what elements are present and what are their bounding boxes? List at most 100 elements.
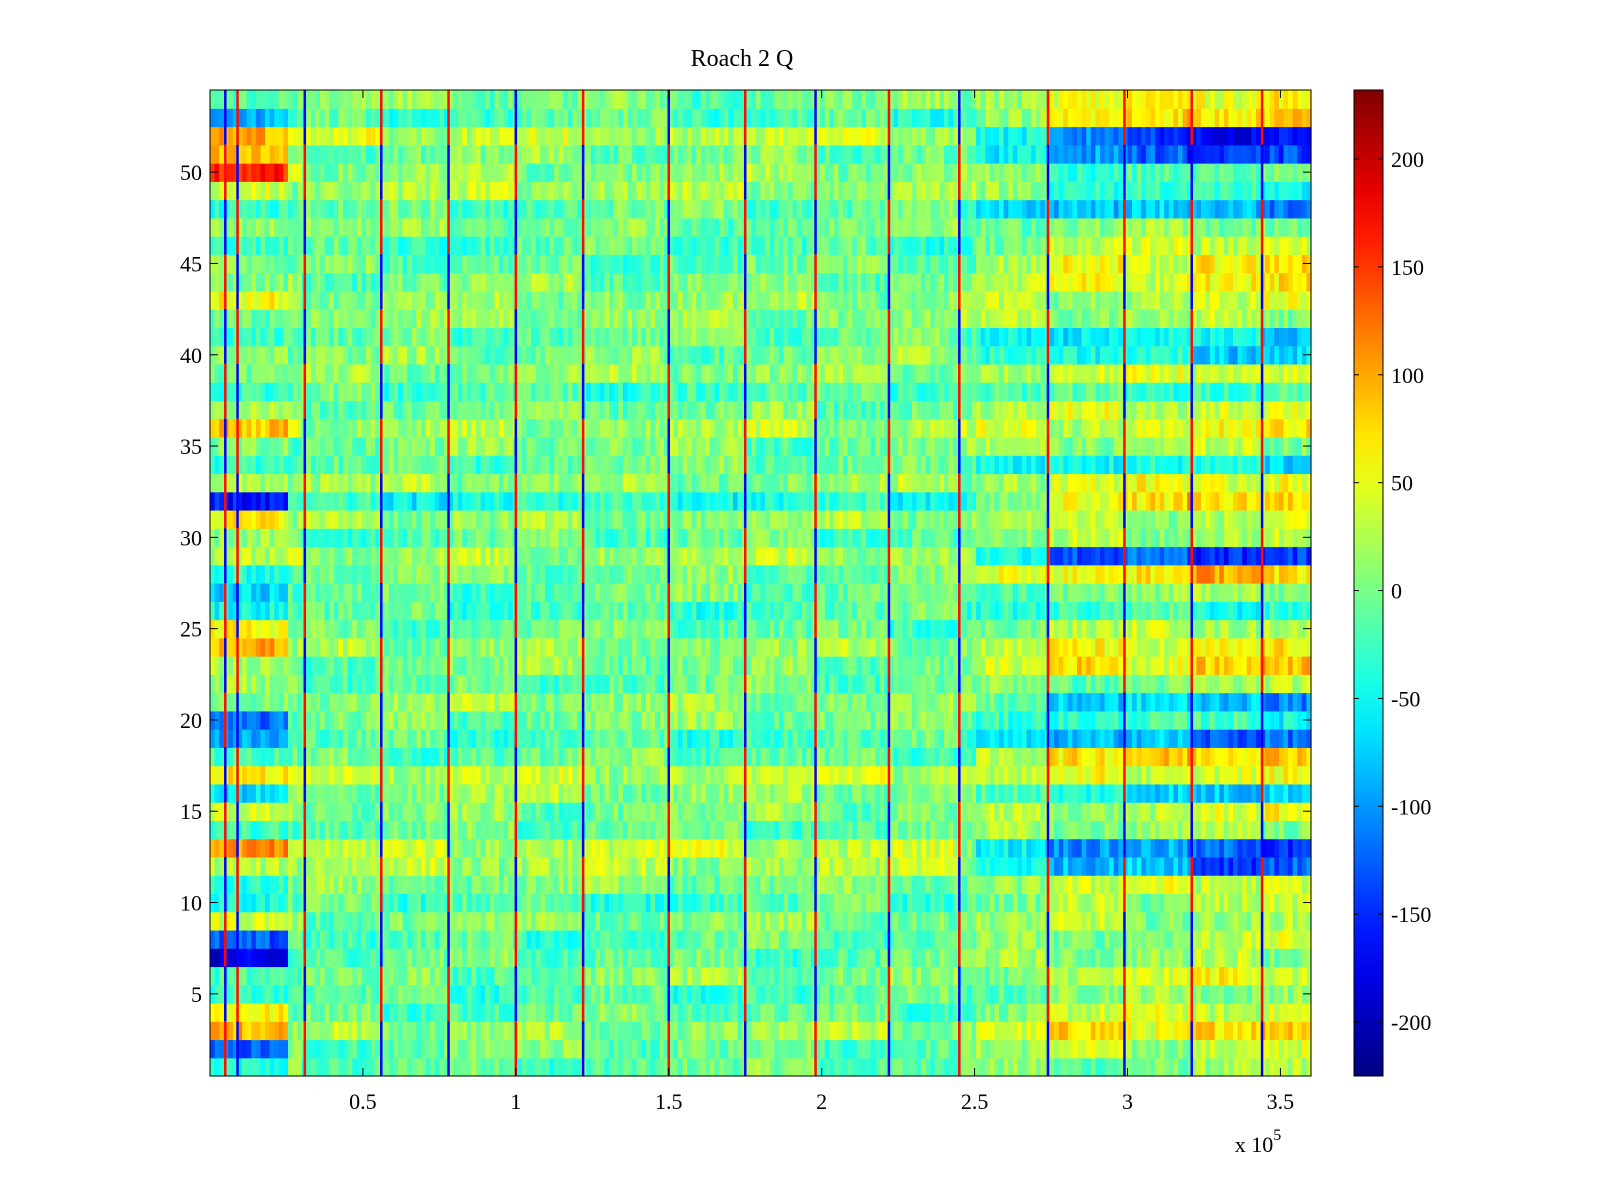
heatmap-cell bbox=[274, 966, 280, 986]
heatmap-cell bbox=[457, 948, 463, 968]
heatmap-cell bbox=[1223, 783, 1230, 803]
heatmap-cell bbox=[402, 1057, 408, 1077]
heatmap-cell bbox=[1109, 783, 1115, 803]
heatmap-cell bbox=[1063, 984, 1069, 1004]
heatmap-cell bbox=[1141, 875, 1147, 895]
heatmap-cell bbox=[829, 747, 835, 767]
heatmap-cell bbox=[1054, 710, 1060, 730]
heatmap-cell bbox=[269, 875, 275, 895]
heatmap-cell bbox=[595, 893, 601, 913]
heatmap-cell bbox=[1012, 929, 1018, 949]
heatmap-cell bbox=[673, 893, 679, 913]
heatmap-cell bbox=[921, 929, 927, 949]
heatmap-cell bbox=[976, 783, 982, 803]
heatmap-cell bbox=[1155, 1057, 1161, 1077]
heatmap-cell bbox=[416, 893, 422, 913]
heatmap-cell bbox=[898, 984, 904, 1004]
heatmap-cell bbox=[609, 984, 615, 1004]
heatmap-cell bbox=[356, 747, 362, 767]
heatmap-cell bbox=[1223, 911, 1230, 931]
heatmap-cell bbox=[618, 710, 624, 730]
heatmap-cell bbox=[563, 729, 569, 748]
heatmap-cell bbox=[402, 911, 408, 931]
heatmap-cell bbox=[668, 948, 674, 968]
heatmap-cell bbox=[1196, 783, 1202, 803]
heatmap-cell bbox=[586, 710, 592, 730]
heatmap-cell bbox=[425, 1021, 431, 1041]
heatmap-cell bbox=[1177, 820, 1184, 840]
heatmap-cell bbox=[723, 729, 729, 748]
heatmap-cell bbox=[1049, 838, 1055, 858]
heatmap-cell bbox=[907, 729, 913, 748]
heatmap-cell bbox=[1145, 966, 1152, 986]
heatmap-cell bbox=[1003, 929, 1009, 949]
heatmap-cell bbox=[1292, 710, 1298, 730]
heatmap-cell bbox=[375, 747, 381, 767]
heatmap-cell bbox=[365, 911, 372, 931]
heatmap-cell bbox=[554, 1057, 560, 1077]
heatmap-cell bbox=[430, 875, 436, 895]
heatmap-cell bbox=[1049, 820, 1055, 840]
heatmap-cell bbox=[1168, 710, 1174, 730]
heatmap-cell bbox=[1173, 820, 1179, 840]
heatmap-cell bbox=[1278, 820, 1285, 840]
heatmap-cell bbox=[310, 820, 317, 840]
heatmap-cell bbox=[361, 1002, 367, 1022]
heatmap-cell bbox=[274, 1002, 280, 1022]
heatmap-cell bbox=[746, 1002, 752, 1022]
heatmap-cell bbox=[824, 820, 830, 840]
heatmap-cell bbox=[833, 893, 840, 913]
heatmap-cell bbox=[283, 929, 289, 949]
heatmap-cell bbox=[609, 875, 615, 895]
heatmap-cell bbox=[714, 966, 720, 986]
heatmap-cell bbox=[1173, 729, 1179, 748]
heatmap-cell bbox=[434, 710, 440, 730]
heatmap-cell bbox=[1187, 929, 1193, 949]
heatmap-cell bbox=[893, 838, 899, 858]
heatmap-cell bbox=[1210, 710, 1216, 730]
heatmap-cell bbox=[485, 710, 491, 730]
heatmap-cell bbox=[659, 729, 665, 748]
heatmap-cell bbox=[866, 856, 872, 876]
heatmap-cell bbox=[989, 893, 996, 913]
heatmap-cell bbox=[338, 820, 344, 840]
heatmap-cell bbox=[375, 1021, 381, 1041]
heatmap-cell bbox=[251, 1002, 257, 1022]
heatmap-cell bbox=[434, 1002, 440, 1022]
heatmap-cell bbox=[797, 710, 803, 730]
heatmap-cell bbox=[976, 838, 982, 858]
heatmap-cell bbox=[1150, 893, 1156, 913]
heatmap-cell bbox=[508, 747, 514, 767]
heatmap-cell bbox=[535, 1002, 541, 1022]
heatmap-cell bbox=[691, 984, 697, 1004]
heatmap-cell bbox=[347, 747, 353, 767]
heatmap-cell bbox=[1269, 802, 1275, 821]
heatmap-cell bbox=[829, 802, 835, 821]
heatmap-cell bbox=[1072, 710, 1078, 730]
heatmap-cell bbox=[356, 948, 362, 968]
heatmap-cell bbox=[746, 893, 752, 913]
heatmap-cell bbox=[769, 948, 775, 968]
heatmap-cell bbox=[1081, 856, 1087, 876]
heatmap-cell bbox=[852, 747, 858, 767]
heatmap-cell bbox=[1182, 856, 1188, 876]
heatmap-cell bbox=[994, 729, 1000, 748]
heatmap-cell bbox=[820, 984, 826, 1004]
heatmap-cell bbox=[526, 1002, 532, 1022]
heatmap-cell bbox=[219, 1057, 225, 1077]
heatmap-cell bbox=[1127, 893, 1133, 913]
heatmap-cell bbox=[778, 984, 785, 1004]
heatmap-cell bbox=[810, 838, 817, 858]
heatmap-cell bbox=[586, 875, 592, 895]
heatmap-cell bbox=[1182, 911, 1188, 931]
heatmap-cell bbox=[1077, 1057, 1083, 1077]
heatmap-cell bbox=[531, 765, 537, 785]
heatmap-cell bbox=[1077, 948, 1083, 968]
heatmap-cell bbox=[788, 911, 794, 931]
heatmap-cell bbox=[416, 710, 422, 730]
heatmap-cell bbox=[453, 966, 459, 986]
heatmap-cell bbox=[356, 765, 362, 785]
heatmap-cell bbox=[306, 911, 312, 931]
heatmap-cell bbox=[1040, 911, 1046, 931]
heatmap-cell bbox=[824, 1002, 830, 1022]
